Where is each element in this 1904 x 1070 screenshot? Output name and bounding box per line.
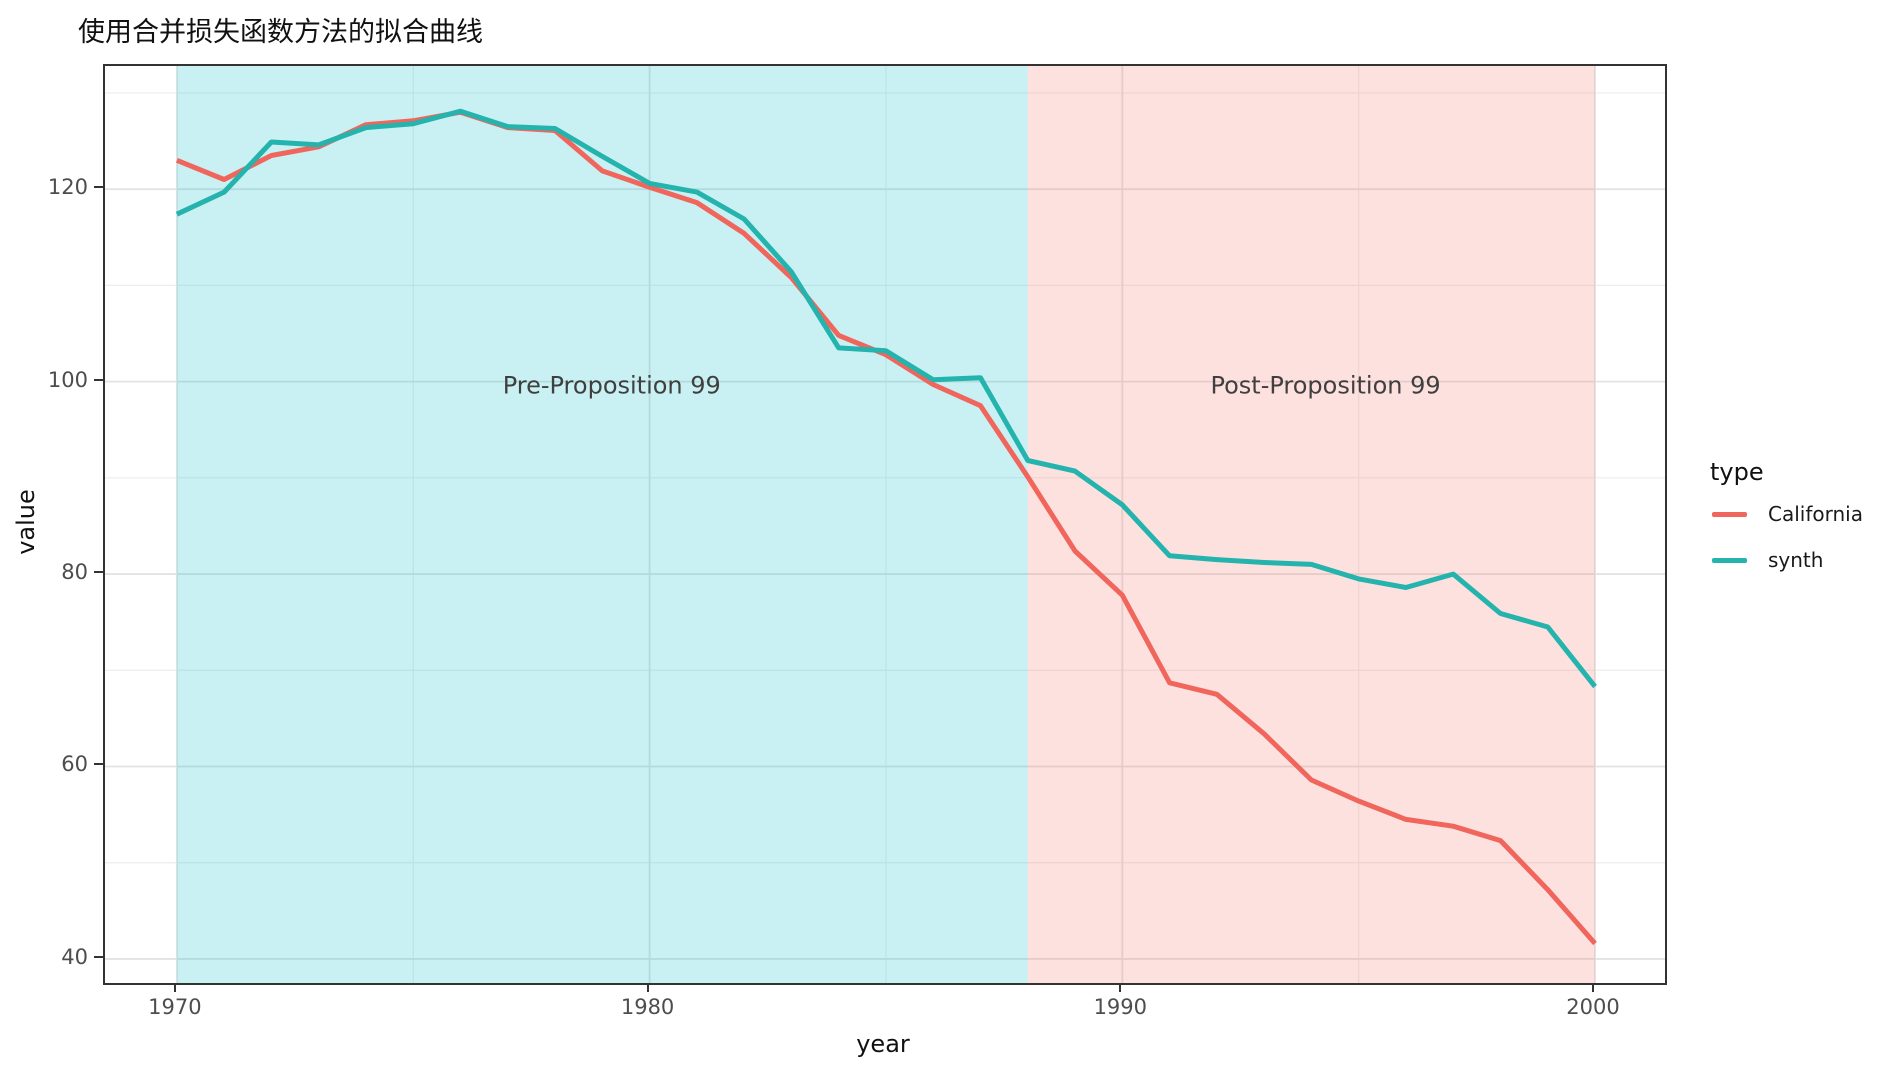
region-post [1027,66,1596,983]
y-tick-mark [94,378,103,381]
x-tick-label: 2000 [1566,995,1620,1019]
x-axis-title: year [856,1030,910,1058]
line-synth [175,108,1597,689]
legend-items: California synth [1706,502,1902,572]
x-tick-mark [1119,983,1122,992]
y-tick-label: 40 [61,944,88,969]
region-pre [176,66,1028,983]
y-tick-label: 120 [47,175,88,200]
annotation-pre: Pre-Proposition 99 [503,371,721,399]
chart-canvas: Pre-Proposition 99 Post-Proposition 99 [105,66,1665,983]
y-tick-mark [94,186,103,189]
legend-item-label: synth [1768,548,1824,572]
legend-item-california: California [1706,502,1902,526]
x-tick-mark [173,983,176,992]
y-axis-title: value [12,489,40,555]
legend-key-line [1712,511,1747,517]
annotation-post: Post-Proposition 99 [1210,371,1440,399]
x-tick-label: 1980 [620,995,675,1019]
y-tick-mark [94,571,103,574]
y-tick-mark [94,955,103,958]
legend-title: type [1710,458,1764,486]
plot-panel: Pre-Proposition 99 Post-Proposition 99 [103,64,1667,985]
x-tick-label: 1990 [1093,995,1148,1019]
legend-item-label: California [1768,502,1863,526]
x-tick-mark [1592,983,1595,992]
y-tick-label: 60 [61,752,88,777]
y-tick-label: 80 [61,560,88,585]
y-tick-mark [94,763,103,766]
legend-item-synth: synth [1706,548,1902,572]
x-tick-label: 1970 [148,995,202,1019]
legend-key-line [1712,557,1747,563]
x-tick-mark [646,983,649,992]
plot-title: 使用合并损失函数方法的拟合曲线 [78,17,483,48]
legend: type California synth [1706,458,1902,594]
y-tick-label: 100 [47,367,88,392]
line-California [175,109,1597,946]
